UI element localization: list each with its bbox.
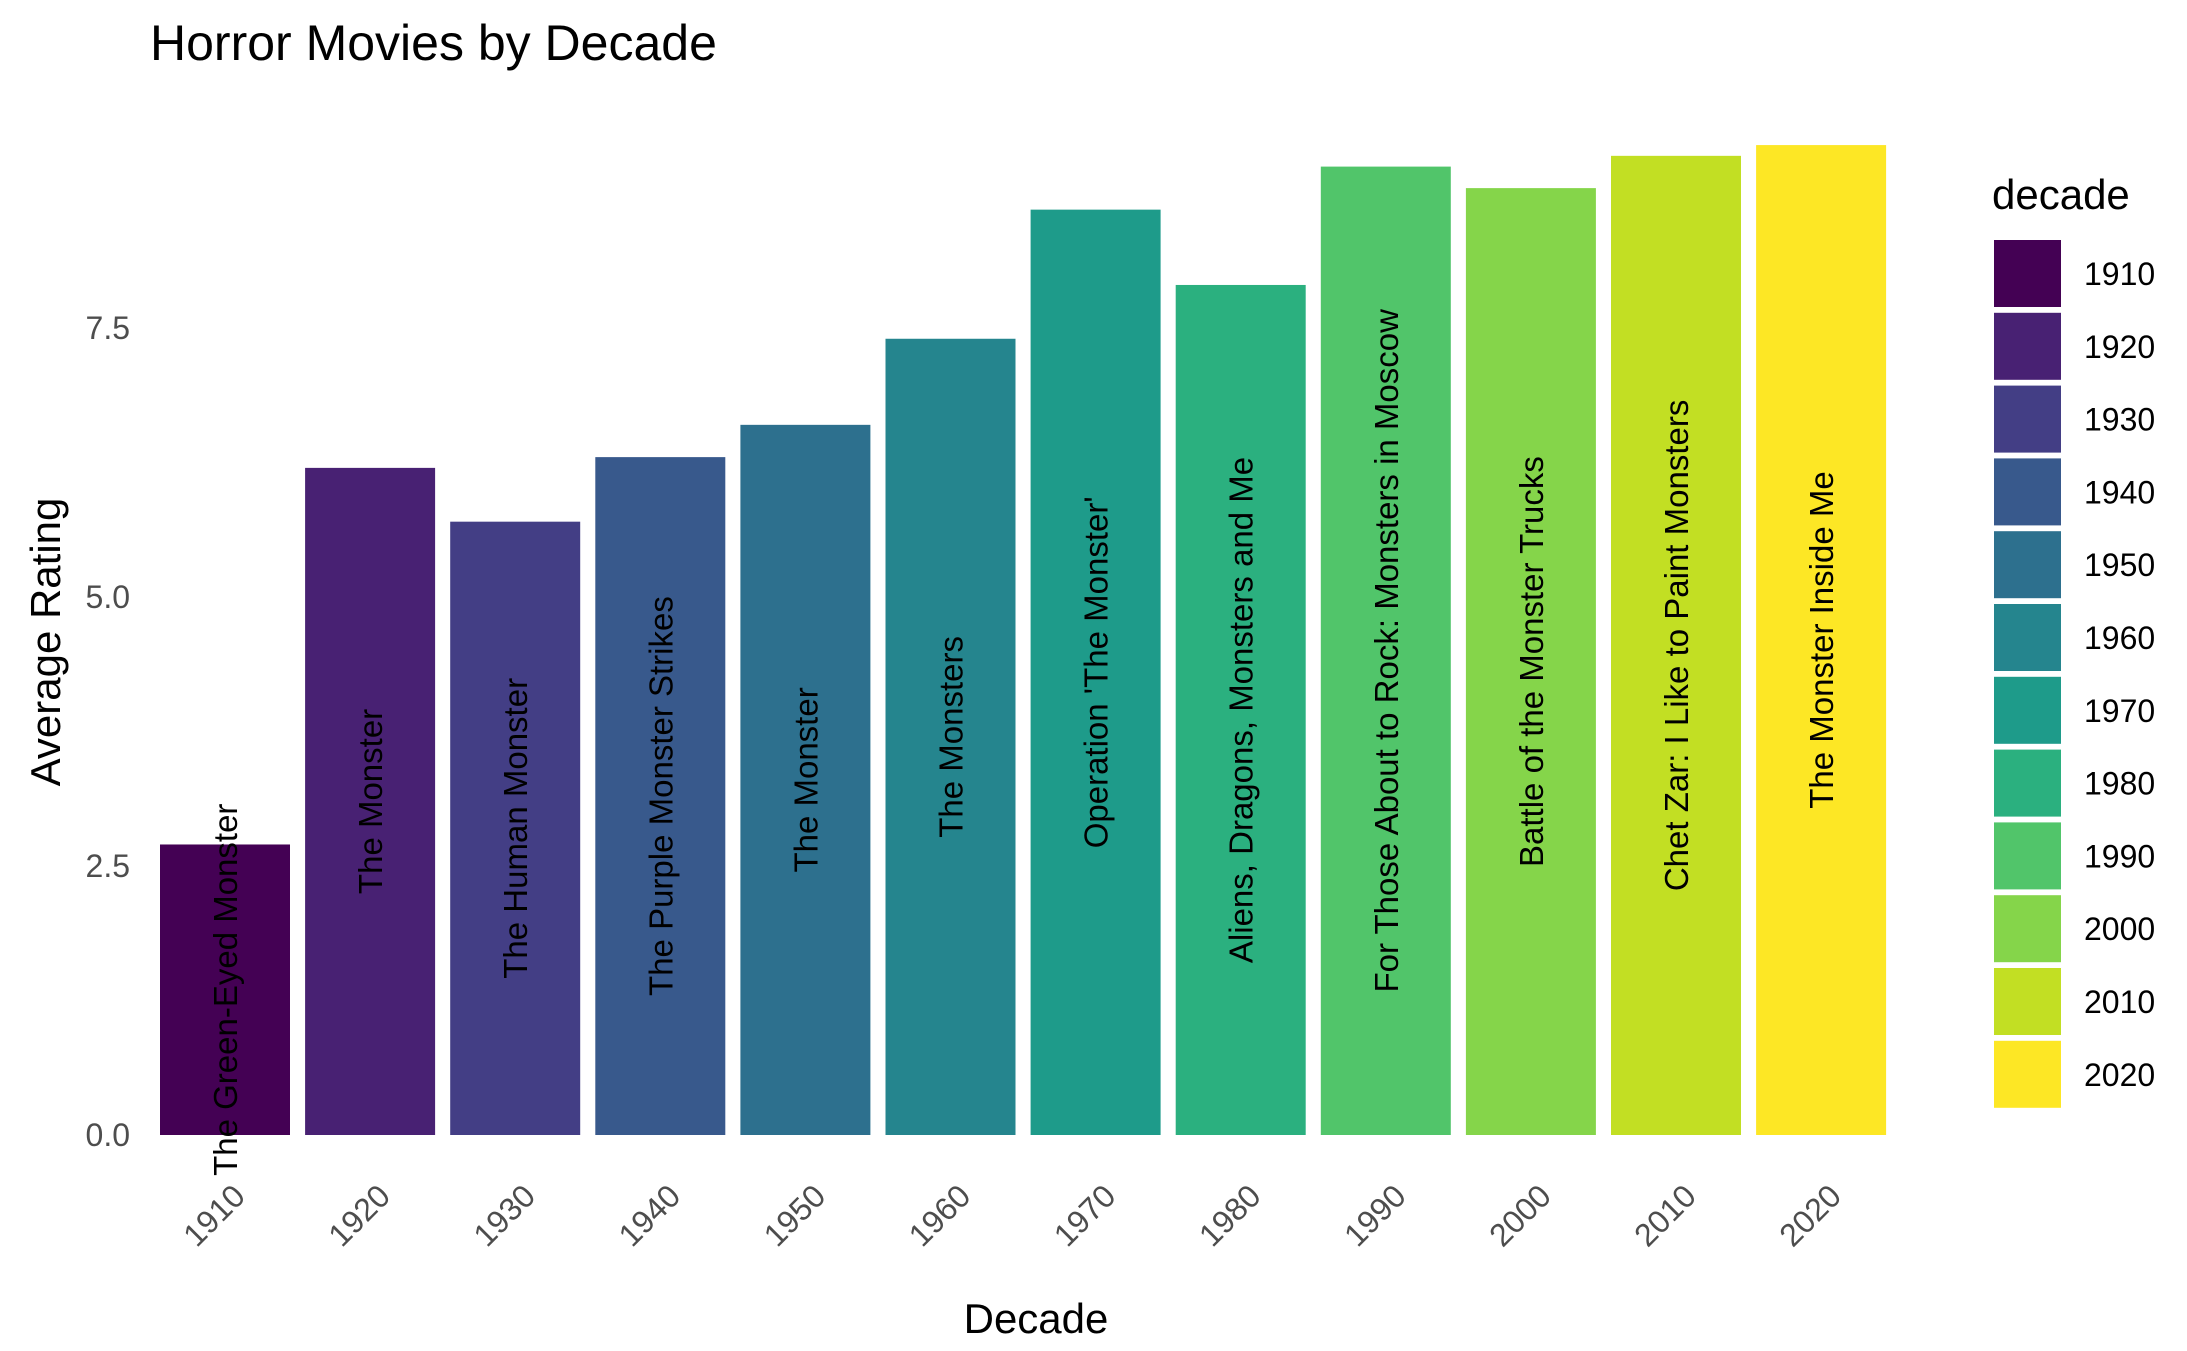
x-tick-label: 1940 [611, 1177, 687, 1253]
legend-label: 2000 [2084, 911, 2155, 947]
legend-swatch [1994, 1040, 2061, 1108]
bar-label: The Monster [787, 687, 824, 872]
bar [740, 424, 871, 1136]
y-tick-label: 5.0 [86, 579, 130, 615]
bar [1030, 209, 1161, 1135]
bar [885, 338, 1016, 1135]
legend-swatch [1994, 822, 2061, 890]
legend-label: 1990 [2084, 838, 2155, 874]
bar-label: The Monster Inside Me [1803, 471, 1840, 808]
legend-label: 1910 [2084, 256, 2155, 292]
y-axis: 0.0 2.5 5.0 7.5 [86, 310, 130, 1153]
bar [160, 844, 290, 1135]
legend-swatch [1994, 531, 2061, 599]
chart-title: Horror Movies by Decade [150, 15, 717, 71]
legend-label: 2010 [2084, 984, 2155, 1020]
x-tick-label: 2020 [1772, 1177, 1848, 1253]
legend-swatch [1994, 749, 2061, 817]
y-axis-title: Average Rating [22, 498, 69, 787]
legend-label: 1980 [2084, 766, 2155, 802]
y-tick-label: 7.5 [86, 310, 130, 346]
legend: decade 1910 1920 1930 1940 1950 1960 1970 1980 1… [1992, 171, 2155, 1108]
bar-label: The Green-Eyed Monster [207, 804, 244, 1176]
legend-label: 1950 [2084, 547, 2155, 583]
legend-swatch [1994, 240, 2061, 307]
bar [305, 467, 436, 1135]
y-tick-label: 0.0 [86, 1117, 130, 1153]
bar-label: Battle of the Monster Trucks [1513, 456, 1550, 867]
bar [1320, 166, 1451, 1136]
legend-swatch [1994, 312, 2061, 380]
legend-label: 1930 [2084, 402, 2155, 438]
bar-label: The Human Monster [497, 678, 534, 979]
legend-label: 2020 [2084, 1057, 2155, 1093]
legend-swatch [1994, 604, 2061, 671]
x-tick-label: 1930 [466, 1177, 542, 1253]
bars [160, 145, 1887, 1136]
bar-label: The Purple Monster Strikes [642, 596, 679, 996]
bar-label: The Monsters [933, 636, 970, 838]
x-tick-label: 1920 [321, 1177, 397, 1253]
bar-label: The Monster [352, 709, 389, 894]
x-tick-label: 1950 [757, 1177, 833, 1253]
y-tick-label: 2.5 [86, 848, 130, 884]
bar-labels: The Green-Eyed Monster The Monster The Hum… [207, 309, 1840, 1176]
legend-swatch [1994, 895, 2061, 963]
bar [595, 457, 726, 1135]
x-tick-label: 2000 [1482, 1177, 1558, 1253]
bar-label: For Those About to Rock: Monsters in Mos… [1368, 309, 1405, 993]
x-tick-label: 1970 [1047, 1177, 1123, 1253]
x-tick-label: 1990 [1337, 1177, 1413, 1253]
legend-label: 1920 [2084, 329, 2155, 365]
legend-label: 1960 [2084, 620, 2155, 656]
legend-label: 1940 [2084, 474, 2155, 510]
legend-swatch [1994, 968, 2061, 1035]
bar-label: Aliens, Dragons, Monsters and Me [1223, 457, 1260, 963]
legend-label: 1970 [2084, 693, 2155, 729]
legend-swatch [1994, 458, 2061, 526]
bar [1611, 155, 1741, 1136]
bar [1465, 188, 1596, 1135]
bar [1175, 284, 1306, 1136]
x-tick-label: 1960 [902, 1177, 978, 1253]
x-tick-label: 1980 [1192, 1177, 1268, 1253]
x-tick-label: 1910 [176, 1177, 252, 1253]
x-axis: 1910 1920 1930 1940 1950 1960 1970 1980 1990 2000… [176, 1177, 1848, 1253]
bar-label: Chet Zar: I Like to Paint Monsters [1658, 400, 1695, 892]
bar [1756, 145, 1887, 1135]
legend-swatch [1994, 385, 2061, 453]
bar [450, 521, 581, 1135]
legend-swatch [1994, 676, 2061, 744]
x-axis-title: Decade [964, 1295, 1109, 1342]
legend-title: decade [1992, 171, 2130, 218]
x-tick-label: 2010 [1627, 1177, 1703, 1253]
bar-label: Operation 'The Monster' [1078, 496, 1115, 848]
